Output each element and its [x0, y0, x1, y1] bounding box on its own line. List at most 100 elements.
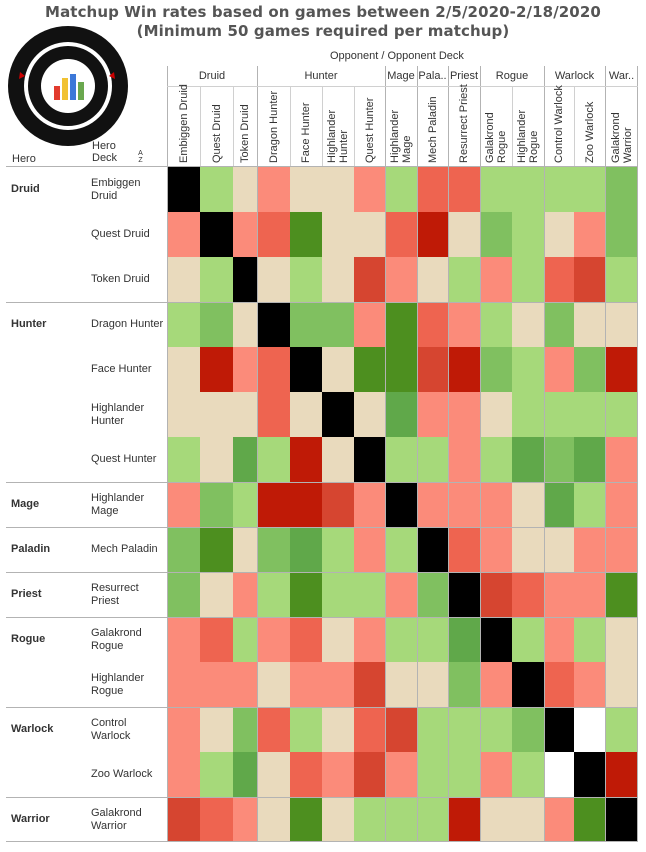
heatmap-cell[interactable]	[544, 392, 574, 437]
heatmap-cell[interactable]	[290, 527, 322, 572]
heatmap-cell[interactable]	[167, 572, 200, 617]
heatmap-cell[interactable]	[290, 392, 322, 437]
heatmap-cell[interactable]	[354, 707, 385, 752]
heatmap-cell[interactable]	[512, 662, 544, 707]
heatmap-cell[interactable]	[200, 617, 233, 662]
heatmap-cell[interactable]	[544, 257, 574, 302]
heatmap-cell[interactable]	[167, 707, 200, 752]
heatmap-cell[interactable]	[354, 392, 385, 437]
heatmap-cell[interactable]	[257, 662, 290, 707]
heatmap-cell[interactable]	[480, 302, 512, 347]
heatmap-cell[interactable]	[544, 212, 574, 257]
heatmap-cell[interactable]	[233, 572, 257, 617]
heatmap-cell[interactable]	[257, 167, 290, 212]
heatmap-cell[interactable]	[200, 482, 233, 527]
heatmap-cell[interactable]	[354, 212, 385, 257]
heatmap-cell[interactable]	[574, 572, 605, 617]
heatmap-cell[interactable]	[574, 707, 605, 752]
heatmap-cell[interactable]	[512, 212, 544, 257]
heatmap-cell[interactable]	[480, 212, 512, 257]
heatmap-cell[interactable]	[290, 482, 322, 527]
heatmap-cell[interactable]	[290, 752, 322, 797]
heatmap-cell[interactable]	[512, 527, 544, 572]
heatmap-cell[interactable]	[385, 257, 417, 302]
heatmap-cell[interactable]	[512, 437, 544, 482]
heatmap-cell[interactable]	[512, 347, 544, 392]
heatmap-cell[interactable]	[385, 527, 417, 572]
heatmap-cell[interactable]	[574, 482, 605, 527]
heatmap-cell[interactable]	[417, 257, 448, 302]
heatmap-cell[interactable]	[605, 707, 638, 752]
heatmap-cell[interactable]	[512, 707, 544, 752]
heatmap-cell[interactable]	[322, 167, 354, 212]
heatmap-cell[interactable]	[385, 437, 417, 482]
heatmap-cell[interactable]	[233, 752, 257, 797]
heatmap-cell[interactable]	[480, 572, 512, 617]
heatmap-cell[interactable]	[257, 752, 290, 797]
heatmap-cell[interactable]	[480, 662, 512, 707]
sort-indicator[interactable]: A Z	[138, 150, 143, 164]
heatmap-cell[interactable]	[574, 797, 605, 842]
heatmap-cell[interactable]	[448, 527, 480, 572]
heatmap-cell[interactable]	[605, 617, 638, 662]
heatmap-cell[interactable]	[354, 347, 385, 392]
heatmap-cell[interactable]	[385, 482, 417, 527]
heatmap-cell[interactable]	[512, 167, 544, 212]
heatmap-cell[interactable]	[480, 797, 512, 842]
heatmap-cell[interactable]	[233, 482, 257, 527]
heatmap-cell[interactable]	[322, 572, 354, 617]
heatmap-cell[interactable]	[480, 347, 512, 392]
heatmap-cell[interactable]	[200, 347, 233, 392]
heatmap-cell[interactable]	[167, 437, 200, 482]
heatmap-cell[interactable]	[200, 212, 233, 257]
heatmap-cell[interactable]	[512, 392, 544, 437]
heatmap-cell[interactable]	[200, 257, 233, 302]
heatmap-cell[interactable]	[167, 662, 200, 707]
heatmap-cell[interactable]	[200, 572, 233, 617]
heatmap-cell[interactable]	[290, 797, 322, 842]
heatmap-cell[interactable]	[385, 392, 417, 437]
heatmap-cell[interactable]	[354, 257, 385, 302]
heatmap-cell[interactable]	[354, 617, 385, 662]
heatmap-cell[interactable]	[512, 302, 544, 347]
heatmap-cell[interactable]	[354, 662, 385, 707]
heatmap-cell[interactable]	[233, 437, 257, 482]
heatmap-cell[interactable]	[544, 707, 574, 752]
heatmap-cell[interactable]	[385, 707, 417, 752]
heatmap-cell[interactable]	[167, 527, 200, 572]
heatmap-cell[interactable]	[233, 392, 257, 437]
heatmap-cell[interactable]	[354, 797, 385, 842]
heatmap-cell[interactable]	[512, 257, 544, 302]
heatmap-cell[interactable]	[574, 662, 605, 707]
heatmap-cell[interactable]	[233, 617, 257, 662]
heatmap-cell[interactable]	[290, 707, 322, 752]
heatmap-cell[interactable]	[257, 707, 290, 752]
heatmap-cell[interactable]	[322, 392, 354, 437]
heatmap-cell[interactable]	[322, 527, 354, 572]
heatmap-cell[interactable]	[322, 662, 354, 707]
heatmap-cell[interactable]	[480, 392, 512, 437]
heatmap-cell[interactable]	[354, 572, 385, 617]
heatmap-cell[interactable]	[480, 707, 512, 752]
heatmap-cell[interactable]	[544, 482, 574, 527]
heatmap-cell[interactable]	[480, 257, 512, 302]
heatmap-cell[interactable]	[417, 752, 448, 797]
heatmap-cell[interactable]	[512, 617, 544, 662]
heatmap-cell[interactable]	[290, 167, 322, 212]
heatmap-cell[interactable]	[167, 212, 200, 257]
heatmap-cell[interactable]	[605, 662, 638, 707]
heatmap-cell[interactable]	[448, 572, 480, 617]
heatmap-cell[interactable]	[417, 572, 448, 617]
heatmap-cell[interactable]	[354, 527, 385, 572]
heatmap-cell[interactable]	[257, 527, 290, 572]
heatmap-cell[interactable]	[448, 392, 480, 437]
heatmap-cell[interactable]	[480, 167, 512, 212]
heatmap-cell[interactable]	[417, 797, 448, 842]
heatmap-cell[interactable]	[448, 797, 480, 842]
heatmap-cell[interactable]	[544, 437, 574, 482]
heatmap-cell[interactable]	[574, 527, 605, 572]
heatmap-cell[interactable]	[574, 392, 605, 437]
heatmap-cell[interactable]	[417, 212, 448, 257]
heatmap-cell[interactable]	[233, 257, 257, 302]
heatmap-cell[interactable]	[257, 482, 290, 527]
